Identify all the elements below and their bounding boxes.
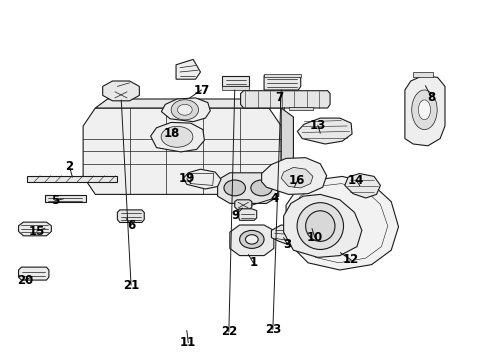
Text: 23: 23 xyxy=(264,323,281,336)
Polygon shape xyxy=(222,76,249,86)
Polygon shape xyxy=(297,118,351,144)
Polygon shape xyxy=(19,222,51,236)
Polygon shape xyxy=(283,194,361,257)
Polygon shape xyxy=(161,98,210,122)
Polygon shape xyxy=(285,176,398,270)
Text: 10: 10 xyxy=(306,231,323,244)
Ellipse shape xyxy=(296,203,343,249)
Polygon shape xyxy=(45,195,85,202)
Polygon shape xyxy=(288,107,312,110)
Text: 8: 8 xyxy=(427,91,434,104)
Polygon shape xyxy=(412,72,432,77)
Text: 12: 12 xyxy=(342,253,359,266)
Circle shape xyxy=(245,235,258,244)
Polygon shape xyxy=(281,108,293,176)
Polygon shape xyxy=(229,225,273,256)
Ellipse shape xyxy=(161,126,192,147)
Circle shape xyxy=(239,230,264,248)
Circle shape xyxy=(250,180,272,196)
Text: 13: 13 xyxy=(309,119,325,132)
Text: 6: 6 xyxy=(127,219,135,232)
Circle shape xyxy=(177,104,192,115)
Text: 7: 7 xyxy=(275,91,283,104)
Polygon shape xyxy=(404,76,444,146)
Polygon shape xyxy=(344,174,380,198)
Polygon shape xyxy=(117,210,144,222)
Text: 14: 14 xyxy=(347,174,364,186)
Polygon shape xyxy=(234,200,251,210)
Polygon shape xyxy=(222,86,249,90)
Polygon shape xyxy=(217,173,278,203)
Text: 1: 1 xyxy=(249,256,257,269)
Polygon shape xyxy=(240,91,329,108)
Polygon shape xyxy=(176,59,200,79)
Circle shape xyxy=(224,180,245,196)
Text: 15: 15 xyxy=(28,225,45,238)
Polygon shape xyxy=(19,267,49,280)
Text: 2: 2 xyxy=(65,160,73,173)
Ellipse shape xyxy=(305,211,334,242)
Polygon shape xyxy=(264,74,300,77)
Text: 3: 3 xyxy=(283,238,291,251)
Polygon shape xyxy=(281,167,312,188)
Text: 11: 11 xyxy=(180,336,196,349)
Text: 17: 17 xyxy=(193,84,209,96)
Polygon shape xyxy=(237,209,256,220)
Text: 18: 18 xyxy=(163,127,180,140)
Polygon shape xyxy=(264,76,300,90)
Text: 5: 5 xyxy=(51,194,59,207)
Polygon shape xyxy=(271,225,310,248)
Ellipse shape xyxy=(417,100,429,120)
Ellipse shape xyxy=(411,90,436,130)
Text: 4: 4 xyxy=(270,192,278,204)
Text: 21: 21 xyxy=(122,279,139,292)
Text: 9: 9 xyxy=(231,209,239,222)
Polygon shape xyxy=(95,99,281,108)
Text: 20: 20 xyxy=(17,274,34,287)
Circle shape xyxy=(171,100,198,120)
Polygon shape xyxy=(83,108,281,194)
Text: 16: 16 xyxy=(288,174,305,187)
Polygon shape xyxy=(27,176,117,182)
Polygon shape xyxy=(261,158,326,194)
Polygon shape xyxy=(102,81,139,101)
Polygon shape xyxy=(183,169,221,189)
Text: 19: 19 xyxy=(178,172,195,185)
Polygon shape xyxy=(150,122,204,152)
Text: 22: 22 xyxy=(220,325,237,338)
